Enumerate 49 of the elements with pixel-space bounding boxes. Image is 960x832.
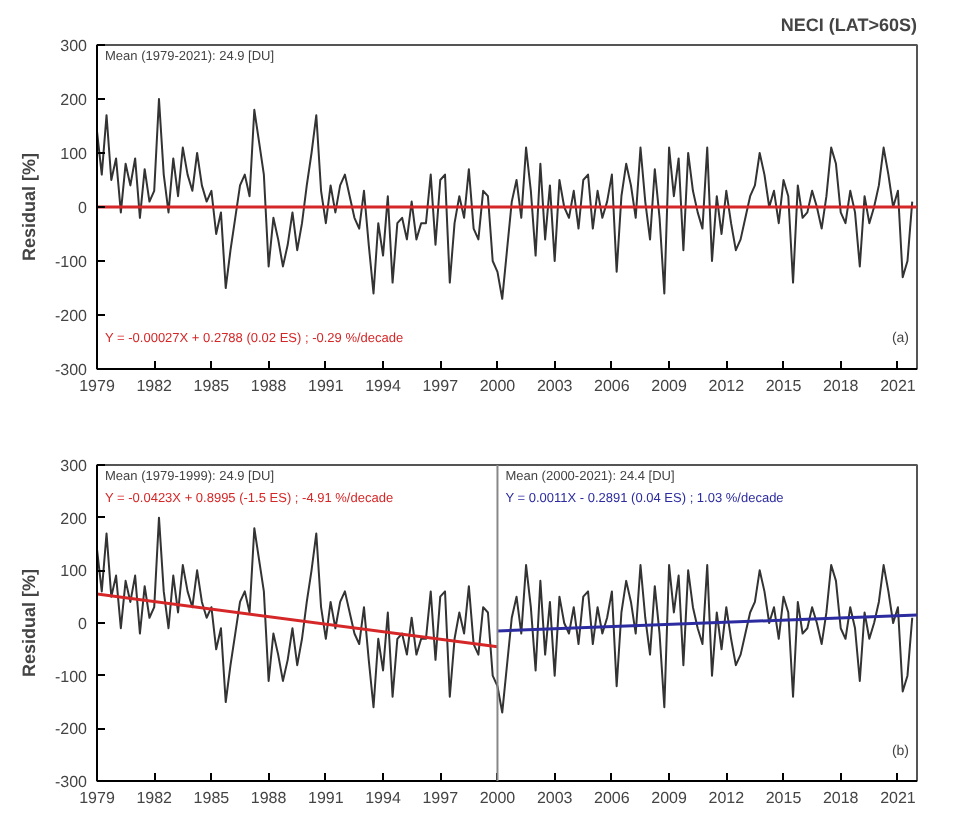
x-tick-label: 2021 [880,789,917,807]
y-tick-label: 100 [60,145,89,163]
x-tick-label: 2000 [479,789,517,807]
x-tick-label: 2015 [765,789,803,807]
x-tick-label: 1994 [365,377,402,395]
y-tick-label: 200 [60,509,89,528]
x-tick-label: 1988 [250,377,288,395]
y-tick-label: -100 [54,667,89,686]
line-series [97,516,914,714]
x-tick-label: 2018 [822,377,860,395]
x-tick-label: 1979 [79,789,116,807]
y-tick-label: -300 [54,773,89,791]
x-tick-label: 1997 [422,789,460,807]
x-tick-label: 1985 [193,789,231,807]
x-tick-label: 2018 [822,789,860,807]
y-tick-label: -100 [54,253,89,271]
x-tick-label: 1985 [193,377,231,395]
x-tick-label: 1982 [136,789,174,807]
y-tick-label: 100 [60,562,89,581]
x-tick-label: 2006 [594,377,631,395]
x-tick-label: 2003 [536,789,574,807]
x-tick-label: 2015 [765,377,803,395]
x-tick-label: 1994 [365,789,402,807]
line-series [97,98,914,300]
x-tick-label: 1991 [308,377,345,395]
x-tick-label: 1979 [79,377,116,395]
x-tick-label: 1991 [308,789,345,807]
x-tick-label: 2009 [651,377,688,395]
y-tick-label: -200 [54,307,89,325]
x-tick-label: 1988 [250,789,288,807]
x-tick-label: 1997 [422,377,460,395]
x-tick-label: 2012 [708,789,746,807]
x-tick-label: 2009 [651,789,688,807]
x-tick-label: 2006 [594,789,631,807]
y-tick-label: -200 [54,720,89,739]
y-tick-label: 0 [78,615,89,633]
y-tick-label: 300 [60,457,89,475]
y-tick-label: 300 [60,37,89,55]
y-tick-label: 0 [78,199,89,217]
x-tick-label: 2021 [880,377,917,395]
y-axis-title: Residual [%] [18,152,39,262]
chart-title: NECI (LAT>60S) [780,15,918,35]
x-tick-label: 1982 [136,377,174,395]
y-tick-label: -300 [54,361,89,379]
y-tick-label: 200 [60,91,89,109]
y-axis-title: Residual [%] [18,568,39,678]
x-tick-label: 2012 [708,377,746,395]
x-tick-label: 2003 [536,377,574,395]
x-tick-label: 2000 [479,377,517,395]
